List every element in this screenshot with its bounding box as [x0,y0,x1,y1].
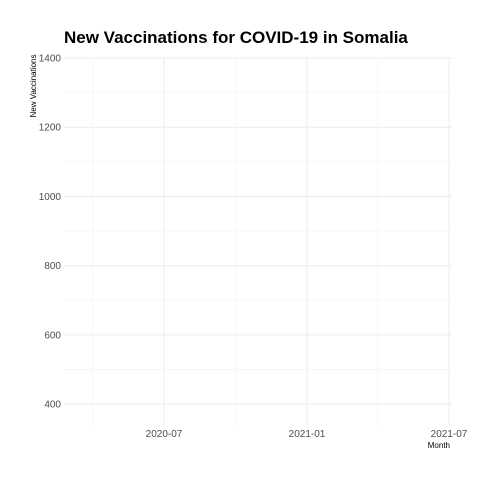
x-tick-label: 2021-01 [289,429,326,440]
y-tick-label: 600 [44,330,61,341]
y-tick-label: 1400 [39,54,62,65]
y-axis-title: New Vaccinations [29,55,38,118]
x-axis-title: Month [428,441,450,450]
x-tick-label: 2020-07 [146,429,183,440]
chart-title: New Vaccinations for COVID-19 in Somalia [64,28,408,47]
y-tick-label: 1200 [39,123,62,134]
x-axis: 2020-07 2021-01 2021-07 [146,429,468,440]
y-axis: 400 600 800 1000 1200 1400 [39,54,62,411]
y-tick-label: 400 [44,400,61,411]
y-tick-label: 800 [44,261,61,272]
plot-grid [64,57,452,425]
x-tick-label: 2021-07 [431,429,468,440]
y-tick-label: 1000 [39,192,62,203]
